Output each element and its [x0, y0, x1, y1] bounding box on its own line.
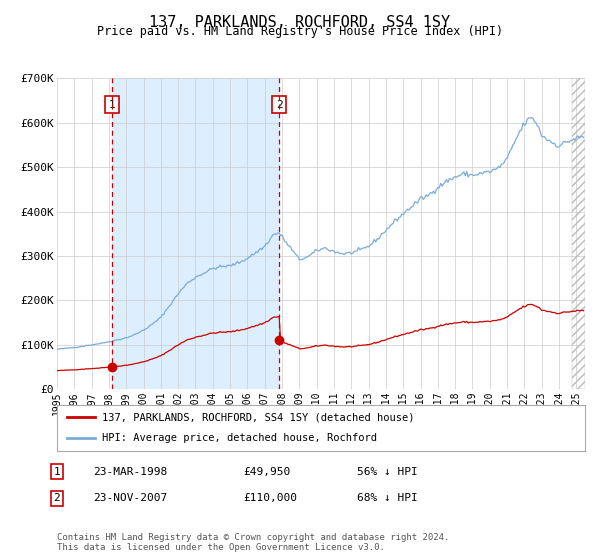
Text: £49,950: £49,950 — [243, 466, 290, 477]
Text: 23-MAR-1998: 23-MAR-1998 — [93, 466, 167, 477]
Text: Contains HM Land Registry data © Crown copyright and database right 2024.: Contains HM Land Registry data © Crown c… — [57, 533, 449, 542]
Text: 1: 1 — [109, 100, 115, 110]
Text: 1: 1 — [53, 466, 61, 477]
Text: 137, PARKLANDS, ROCHFORD, SS4 1SY: 137, PARKLANDS, ROCHFORD, SS4 1SY — [149, 15, 451, 30]
Text: £110,000: £110,000 — [243, 493, 297, 503]
Text: HPI: Average price, detached house, Rochford: HPI: Average price, detached house, Roch… — [102, 433, 377, 444]
Text: 23-NOV-2007: 23-NOV-2007 — [93, 493, 167, 503]
Text: 2: 2 — [53, 493, 61, 503]
Text: 137, PARKLANDS, ROCHFORD, SS4 1SY (detached house): 137, PARKLANDS, ROCHFORD, SS4 1SY (detac… — [102, 412, 415, 422]
Text: 68% ↓ HPI: 68% ↓ HPI — [357, 493, 418, 503]
Text: Price paid vs. HM Land Registry's House Price Index (HPI): Price paid vs. HM Land Registry's House … — [97, 25, 503, 38]
Text: 56% ↓ HPI: 56% ↓ HPI — [357, 466, 418, 477]
Bar — [112, 78, 279, 389]
Text: 2: 2 — [276, 100, 283, 110]
Text: This data is licensed under the Open Government Licence v3.0.: This data is licensed under the Open Gov… — [57, 543, 385, 552]
